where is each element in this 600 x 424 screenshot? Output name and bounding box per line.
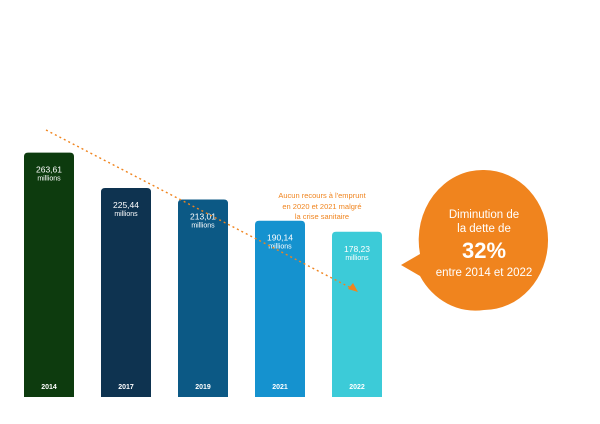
callout-line-1: Diminution de (448, 209, 520, 221)
bar-value-label: 225,44 (113, 200, 139, 210)
callout-text: Diminution de la dette de 32% entre 2014… (421, 208, 547, 280)
annotation-line-2: en 2020 et 2021 malgré (282, 201, 362, 211)
bar-unit-label: millions (114, 211, 138, 218)
bar-unit-label: millions (345, 255, 369, 262)
bar-value-label: 190,14 (267, 233, 293, 243)
bar-category-label: 2021 (272, 384, 288, 391)
bar-category-label: 2014 (41, 384, 57, 391)
trend-arrowhead (348, 283, 358, 292)
bar-2019 (178, 199, 228, 397)
bar-2014 (24, 152, 74, 397)
callout-line-3: entre 2014 et 2022 (435, 267, 533, 279)
callout-line-2: la dette de (457, 223, 511, 235)
annotation-line-3: la crise sanitaire (294, 212, 350, 221)
bar-unit-label: millions (37, 176, 61, 183)
bar-2017 (101, 188, 151, 397)
callout-percent: 32% (461, 238, 507, 263)
bar-category-label: 2019 (195, 384, 211, 391)
annotation-text: Aucun recours à l'emprunt en 2020 et 202… (262, 191, 382, 223)
bar-value-label: 178,23 (344, 244, 370, 254)
bar-unit-label: millions (268, 244, 292, 251)
bar-value-label: 213,01 (190, 212, 216, 222)
bar-category-label: 2022 (349, 384, 365, 391)
bars-group: 263,61millions2014225,44millions2017213,… (24, 152, 382, 397)
bar-unit-label: millions (191, 223, 215, 230)
callout-bubble (401, 169, 549, 311)
bar-2021 (255, 220, 305, 397)
annotation-line-1: Aucun recours à l'emprunt (278, 191, 366, 200)
bar-2022 (332, 231, 382, 397)
bar-category-label: 2017 (118, 384, 134, 391)
bar-value-label: 263,61 (36, 165, 62, 175)
